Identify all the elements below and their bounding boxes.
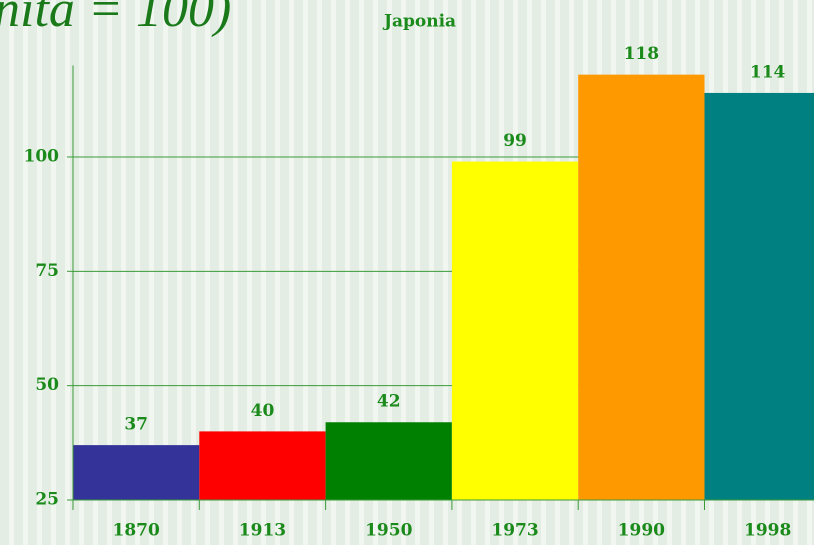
x-tick-label: 1998 <box>744 521 791 541</box>
x-tick-label: 1913 <box>239 521 286 541</box>
chart-title: Japonia <box>382 12 456 32</box>
value-label: 42 <box>377 392 401 412</box>
x-tick-label: 1950 <box>365 521 412 541</box>
value-label: 114 <box>750 62 786 82</box>
value-label: 37 <box>124 415 148 435</box>
heading: nita = 100) <box>0 0 231 38</box>
x-tick-label: 1973 <box>491 521 538 541</box>
value-label: 40 <box>251 401 275 421</box>
x-tick-label: 1990 <box>618 521 665 541</box>
x-tick-label: 1870 <box>112 521 159 541</box>
bar <box>73 445 200 500</box>
y-tick-label: 100 <box>24 146 60 166</box>
bar <box>325 422 452 500</box>
y-tick-label: 25 <box>35 490 59 510</box>
bar <box>704 92 814 500</box>
y-tick-label: 75 <box>35 261 59 281</box>
y-tick-label: 50 <box>35 375 59 395</box>
bar <box>451 161 579 500</box>
bar <box>199 431 326 500</box>
bar <box>578 74 705 500</box>
value-label: 118 <box>624 44 660 64</box>
value-label: 99 <box>503 131 527 151</box>
